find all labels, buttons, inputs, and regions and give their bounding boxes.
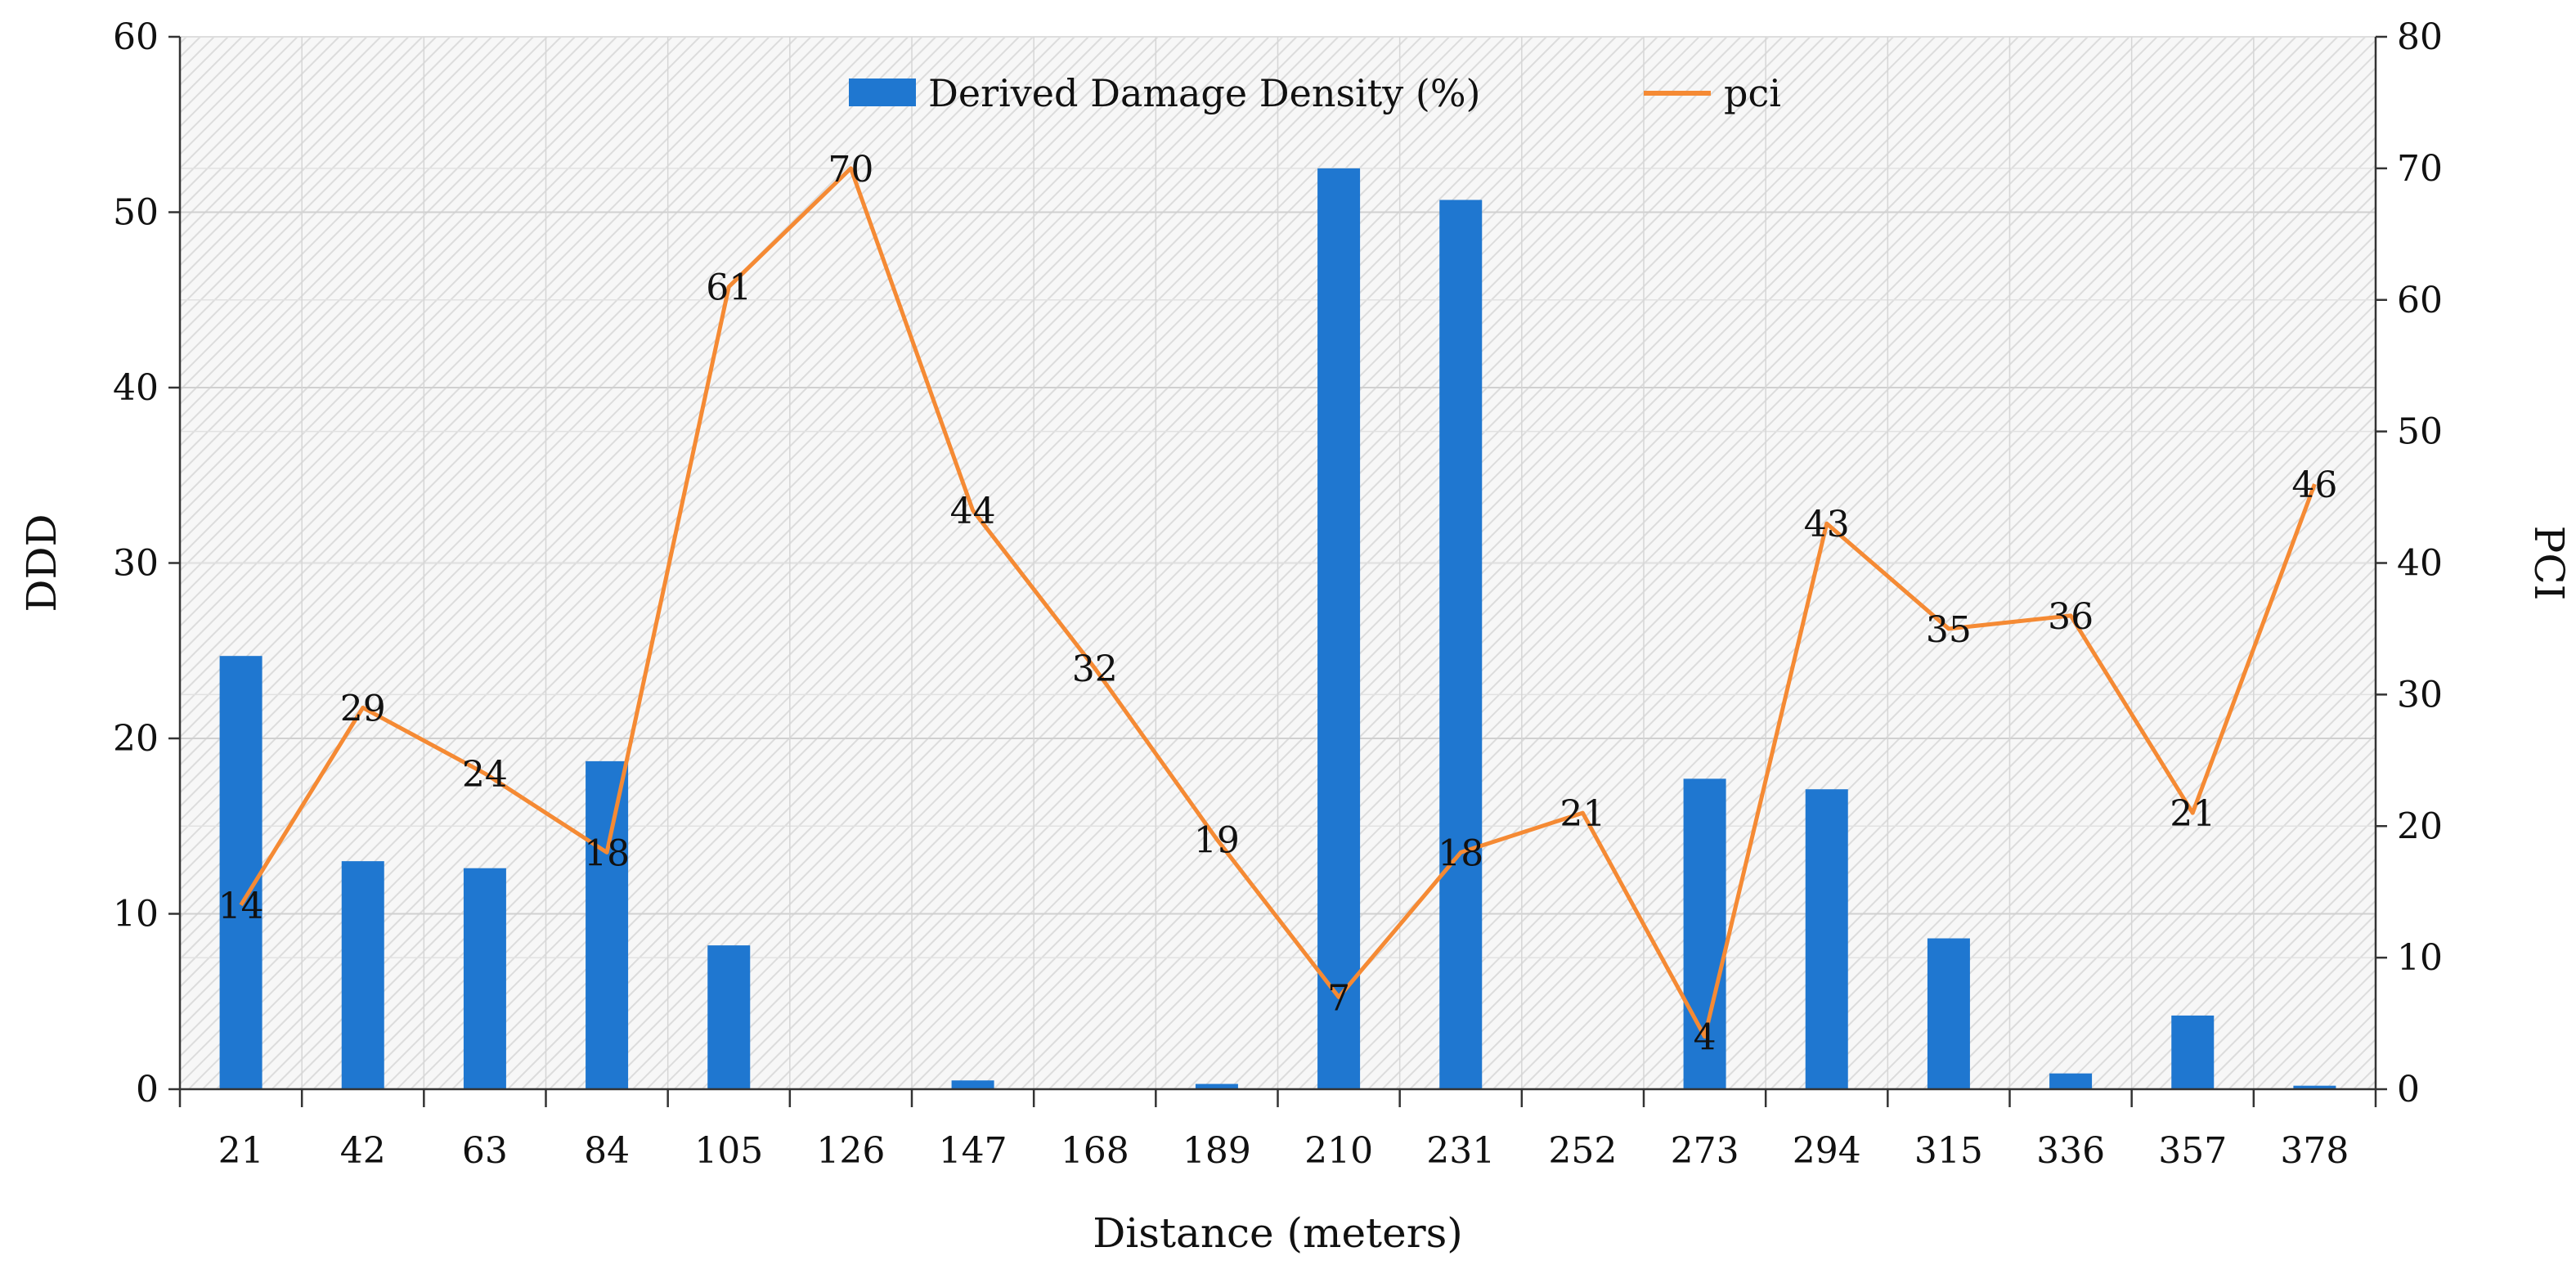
right-tick-label: 0 — [2397, 1069, 2420, 1110]
right-axis-ticks: 0 10 20 30 40 50 60 70 80 — [2376, 16, 2443, 1110]
x-tick-label: 273 — [1671, 1130, 1739, 1172]
left-axis-ticks: 0 10 20 30 40 50 60 — [113, 16, 180, 1110]
x-tick-label: 84 — [584, 1130, 630, 1172]
left-tick-label: 40 — [113, 367, 159, 409]
pci-data-label: 32 — [1072, 648, 1118, 690]
pci-data-label: 21 — [1560, 793, 1605, 835]
ddd-bar — [219, 656, 263, 1089]
pci-data-label: 7 — [1327, 977, 1350, 1019]
x-tick-label: 315 — [1914, 1130, 1983, 1172]
ddd-bar — [463, 868, 506, 1089]
x-tick-label: 357 — [2158, 1130, 2227, 1172]
ddd-bar — [1439, 200, 1483, 1090]
x-tick-label: 189 — [1183, 1130, 1251, 1172]
right-tick-label: 50 — [2397, 411, 2443, 453]
pci-data-label: 70 — [828, 149, 873, 191]
x-tick-label: 252 — [1548, 1130, 1617, 1172]
pci-data-label: 4 — [1694, 1017, 1717, 1059]
right-tick-label: 10 — [2397, 937, 2443, 979]
pci-data-label: 35 — [1926, 609, 1972, 651]
legend-bar-swatch — [849, 79, 916, 106]
x-tick-label: 63 — [462, 1130, 508, 1172]
left-tick-label: 20 — [113, 718, 159, 760]
pci-data-label: 18 — [1438, 832, 1483, 874]
right-tick-label: 70 — [2397, 148, 2443, 190]
legend: Derived Damage Density (%) pci — [849, 71, 1781, 115]
pci-data-label: 19 — [1194, 819, 1240, 861]
right-tick-label: 20 — [2397, 805, 2443, 847]
left-tick-label: 30 — [113, 543, 159, 585]
right-tick-label: 60 — [2397, 280, 2443, 321]
ddd-bar — [2293, 1085, 2336, 1089]
pci-data-label: 61 — [706, 267, 752, 309]
ddd-bar — [1927, 938, 1970, 1089]
pci-data-label: 44 — [950, 491, 996, 532]
right-tick-label: 30 — [2397, 674, 2443, 716]
x-tick-label: 378 — [2280, 1130, 2349, 1172]
line-series — [239, 166, 2317, 1039]
pci-data-label: 18 — [584, 832, 630, 874]
pci-data-label: 29 — [340, 688, 386, 729]
left-tick-label: 50 — [113, 192, 159, 234]
legend-bar-label: Derived Damage Density (%) — [928, 71, 1480, 115]
pci-data-label: 46 — [2291, 464, 2337, 506]
x-axis-ticks: 21 42 63 84 105 126 147 168 189 210 231 252 273 294 31… — [178, 1089, 2377, 1172]
pci-data-label: 21 — [2170, 793, 2215, 835]
x-tick-label: 21 — [218, 1130, 264, 1172]
x-tick-label: 231 — [1426, 1130, 1495, 1172]
left-tick-label: 60 — [113, 16, 159, 58]
ddd-bar — [1805, 789, 1848, 1089]
ddd-bar — [586, 760, 629, 1089]
right-tick-label: 80 — [2397, 16, 2443, 58]
legend-line-label: pci — [1724, 71, 1781, 115]
x-tick-label: 294 — [1793, 1130, 1861, 1172]
ddd-bar — [2049, 1073, 2093, 1089]
right-tick-label: 40 — [2397, 543, 2443, 585]
ddd-bar — [1317, 168, 1361, 1089]
x-tick-label: 126 — [816, 1130, 885, 1172]
pci-data-label: 14 — [218, 886, 264, 927]
pci-line — [239, 166, 2317, 1039]
left-axis-title: DDD — [18, 514, 65, 612]
ddd-bar — [2171, 1015, 2215, 1089]
right-axis-title: PCI — [2525, 526, 2573, 601]
line-data-labels: 14 29 24 18 61 70 44 32 19 7 18 21 4 43 35 36 21 46 — [218, 149, 2338, 1059]
x-tick-label: 336 — [2036, 1130, 2105, 1172]
left-tick-label: 0 — [136, 1069, 159, 1110]
x-axis-title: Distance (meters) — [1093, 1209, 1463, 1257]
ddd-bar — [341, 861, 384, 1089]
x-tick-label: 42 — [340, 1130, 386, 1172]
pci-data-label: 43 — [1804, 504, 1850, 545]
x-tick-label: 168 — [1061, 1130, 1129, 1172]
x-tick-label: 210 — [1304, 1130, 1373, 1172]
ddd-bar — [951, 1080, 994, 1089]
pci-data-label: 24 — [462, 754, 508, 796]
pci-data-label: 36 — [2048, 596, 2094, 638]
ddd-bar — [1195, 1083, 1238, 1089]
left-tick-label: 10 — [113, 894, 159, 935]
bar-series — [219, 168, 2336, 1090]
ddd-bar — [707, 945, 751, 1089]
x-tick-label: 105 — [694, 1130, 763, 1172]
x-tick-label: 147 — [939, 1130, 1008, 1172]
